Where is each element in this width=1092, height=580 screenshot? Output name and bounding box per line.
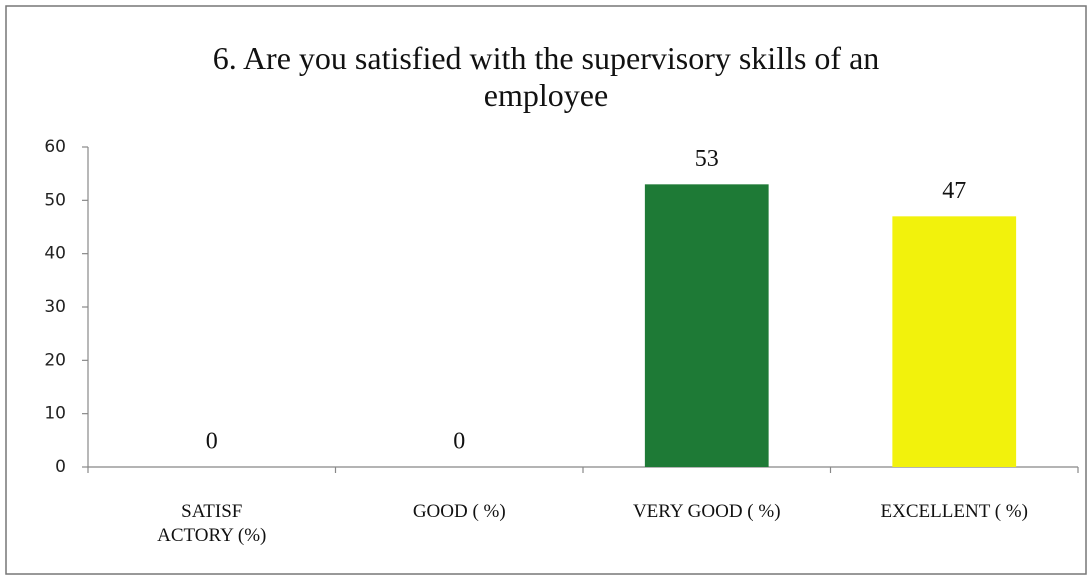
y-tick-label: 40: [44, 244, 66, 264]
y-tick-label: 0: [55, 457, 66, 477]
x-tick-label: SATISF ACTORY (%): [157, 501, 267, 546]
value-label: 47: [942, 178, 966, 204]
value-label: 0: [206, 429, 218, 455]
x-tick-label: VERY GOOD ( %): [632, 501, 781, 522]
x-tick-label: GOOD ( %): [412, 501, 506, 522]
value-label: 0: [453, 429, 465, 455]
value-label: 53: [695, 146, 719, 172]
y-tick-label: 60: [44, 137, 66, 157]
chart-title: 6. Are you satisfied with the supervisor…: [212, 40, 880, 113]
bar: [644, 184, 769, 468]
chart-border: [5, 5, 1087, 575]
bar: [892, 216, 1017, 467]
y-tick-label: 30: [44, 297, 66, 317]
x-tick-label: EXCELLENT ( %): [880, 501, 1028, 522]
y-tick-label: 10: [44, 404, 66, 424]
y-tick-label: 20: [44, 350, 66, 370]
y-tick-label: 50: [44, 190, 66, 210]
